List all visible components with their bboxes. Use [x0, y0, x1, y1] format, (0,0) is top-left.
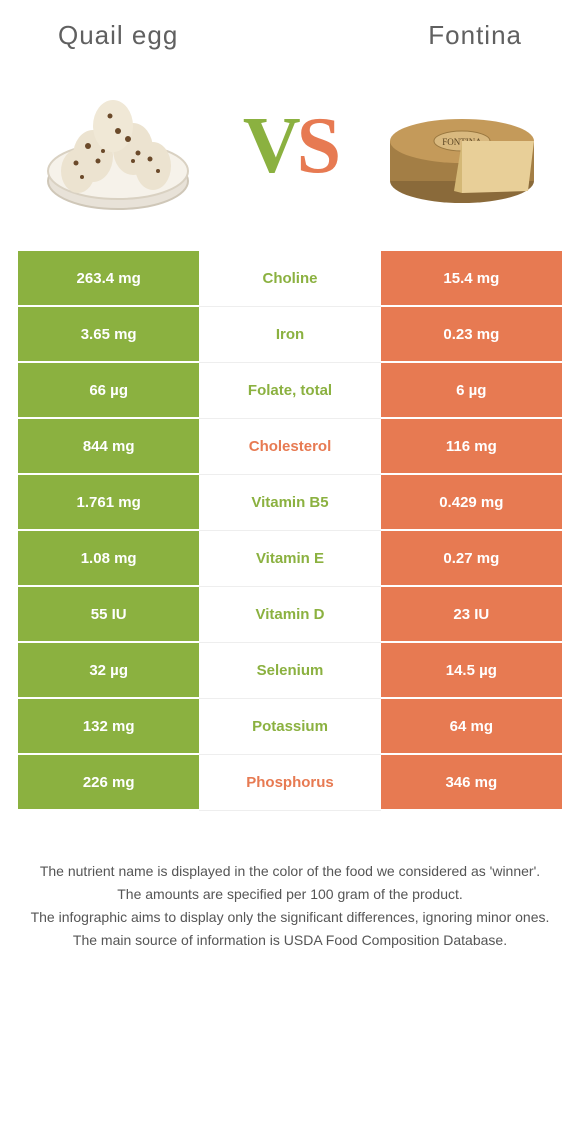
nutrient-label: Potassium — [199, 699, 380, 755]
nutrient-table: 263.4 mgCholine15.4 mg3.65 mgIron0.23 mg… — [18, 251, 562, 811]
value-left: 3.65 mg — [18, 307, 199, 363]
nutrient-label: Selenium — [199, 643, 380, 699]
vs-v: V — [243, 106, 297, 186]
nutrient-row: 1.761 mgVitamin B50.429 mg — [18, 475, 562, 531]
nutrient-label: Vitamin B5 — [199, 475, 380, 531]
value-right: 0.23 mg — [381, 307, 562, 363]
value-left: 226 mg — [18, 755, 199, 811]
value-right: 0.429 mg — [381, 475, 562, 531]
food-left-title: Quail egg — [58, 20, 178, 51]
value-right: 116 mg — [381, 419, 562, 475]
nutrient-row: 844 mgCholesterol116 mg — [18, 419, 562, 475]
nutrient-row: 32 µgSelenium14.5 µg — [18, 643, 562, 699]
value-left: 32 µg — [18, 643, 199, 699]
value-left: 844 mg — [18, 419, 199, 475]
value-right: 14.5 µg — [381, 643, 562, 699]
value-left: 55 IU — [18, 587, 199, 643]
nutrient-row: 226 mgPhosphorus346 mg — [18, 755, 562, 811]
food-left-image — [38, 71, 198, 221]
nutrient-row: 263.4 mgCholine15.4 mg — [18, 251, 562, 307]
header: Quail egg Fontina — [18, 20, 562, 61]
vs-s: S — [297, 106, 338, 186]
value-right: 6 µg — [381, 363, 562, 419]
value-right: 346 mg — [381, 755, 562, 811]
nutrient-label: Phosphorus — [199, 755, 380, 811]
nutrient-row: 1.08 mgVitamin E0.27 mg — [18, 531, 562, 587]
value-left: 263.4 mg — [18, 251, 199, 307]
value-right: 0.27 mg — [381, 531, 562, 587]
nutrient-label: Vitamin D — [199, 587, 380, 643]
value-right: 64 mg — [381, 699, 562, 755]
nutrient-row: 3.65 mgIron0.23 mg — [18, 307, 562, 363]
nutrient-label: Folate, total — [199, 363, 380, 419]
value-left: 1.08 mg — [18, 531, 199, 587]
disclaimer-line: The main source of information is USDA F… — [24, 930, 556, 951]
nutrient-label: Cholesterol — [199, 419, 380, 475]
disclaimer-line: The amounts are specified per 100 gram o… — [24, 884, 556, 905]
value-left: 66 µg — [18, 363, 199, 419]
value-left: 132 mg — [18, 699, 199, 755]
nutrient-label: Iron — [199, 307, 380, 363]
disclaimer-text: The nutrient name is displayed in the co… — [18, 861, 562, 951]
nutrient-row: 132 mgPotassium64 mg — [18, 699, 562, 755]
food-right-image: FONTINA — [382, 71, 542, 221]
nutrient-label: Choline — [199, 251, 380, 307]
disclaimer-line: The infographic aims to display only the… — [24, 907, 556, 928]
disclaimer-line: The nutrient name is displayed in the co… — [24, 861, 556, 882]
image-row: V S FONTINA — [18, 61, 562, 251]
vs-label: V S — [243, 106, 337, 186]
food-right-title: Fontina — [428, 20, 522, 51]
value-right: 15.4 mg — [381, 251, 562, 307]
nutrient-label: Vitamin E — [199, 531, 380, 587]
nutrient-row: 66 µgFolate, total6 µg — [18, 363, 562, 419]
value-left: 1.761 mg — [18, 475, 199, 531]
nutrient-row: 55 IUVitamin D23 IU — [18, 587, 562, 643]
value-right: 23 IU — [381, 587, 562, 643]
